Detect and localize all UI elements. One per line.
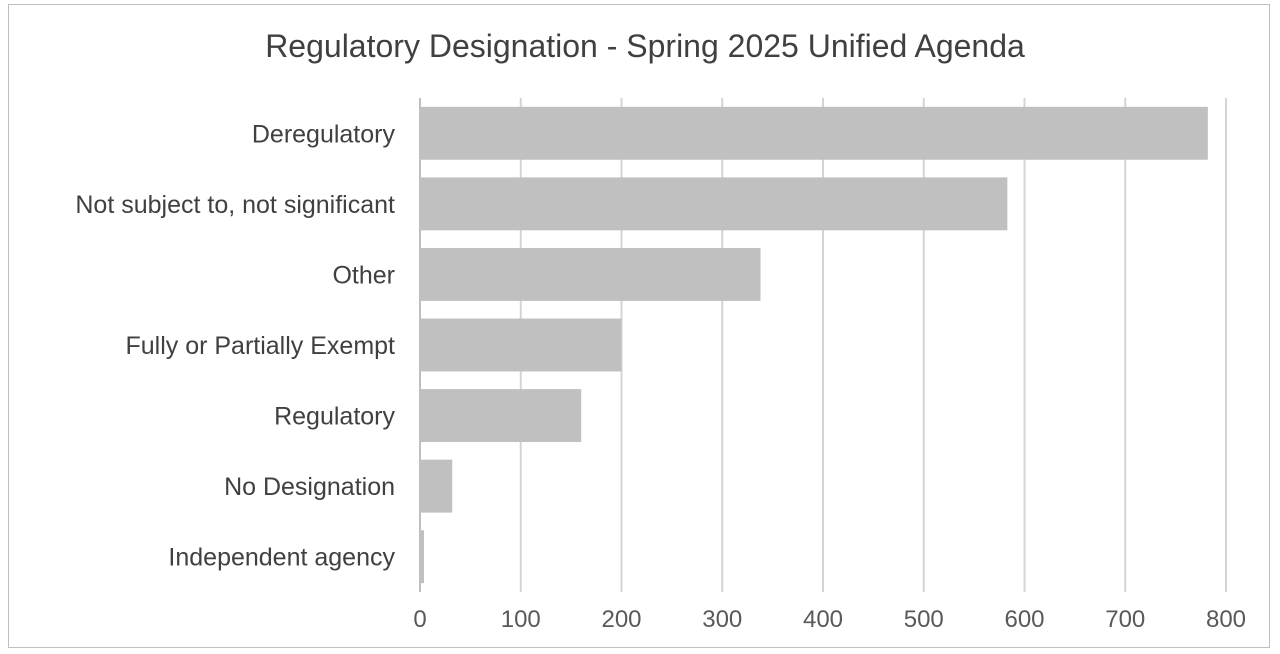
category-label: Independent agency <box>168 544 395 572</box>
x-tick-label: 200 <box>601 606 641 633</box>
bar <box>420 459 453 513</box>
bar <box>420 247 761 301</box>
bar <box>420 389 582 443</box>
x-tick-label: 700 <box>1105 606 1145 633</box>
x-tick-label: 300 <box>702 606 742 633</box>
x-tick-label: 500 <box>904 606 944 633</box>
bar <box>420 530 425 584</box>
x-tick-label: 600 <box>1004 606 1044 633</box>
x-tick-label: 0 <box>413 606 426 633</box>
bar <box>420 318 622 372</box>
category-labels: Deregulatory Not subject to, not signific… <box>75 120 395 571</box>
category-label: Regulatory <box>274 403 395 431</box>
bars <box>420 106 1208 584</box>
x-tick-labels: 0 100 200 300 400 500 600 700 800 <box>413 606 1246 633</box>
category-label: No Designation <box>224 473 395 501</box>
category-label: Fully or Partially Exempt <box>125 332 395 360</box>
category-label: Not subject to, not significant <box>75 191 395 219</box>
bar <box>420 106 1208 160</box>
bar <box>420 177 1008 231</box>
chart-title: Regulatory Designation - Spring 2025 Uni… <box>265 28 1025 64</box>
category-label: Other <box>332 261 395 289</box>
x-tick-label: 100 <box>501 606 541 633</box>
category-label: Deregulatory <box>252 120 396 148</box>
x-tick-label: 800 <box>1206 606 1246 633</box>
x-tick-label: 400 <box>803 606 843 633</box>
